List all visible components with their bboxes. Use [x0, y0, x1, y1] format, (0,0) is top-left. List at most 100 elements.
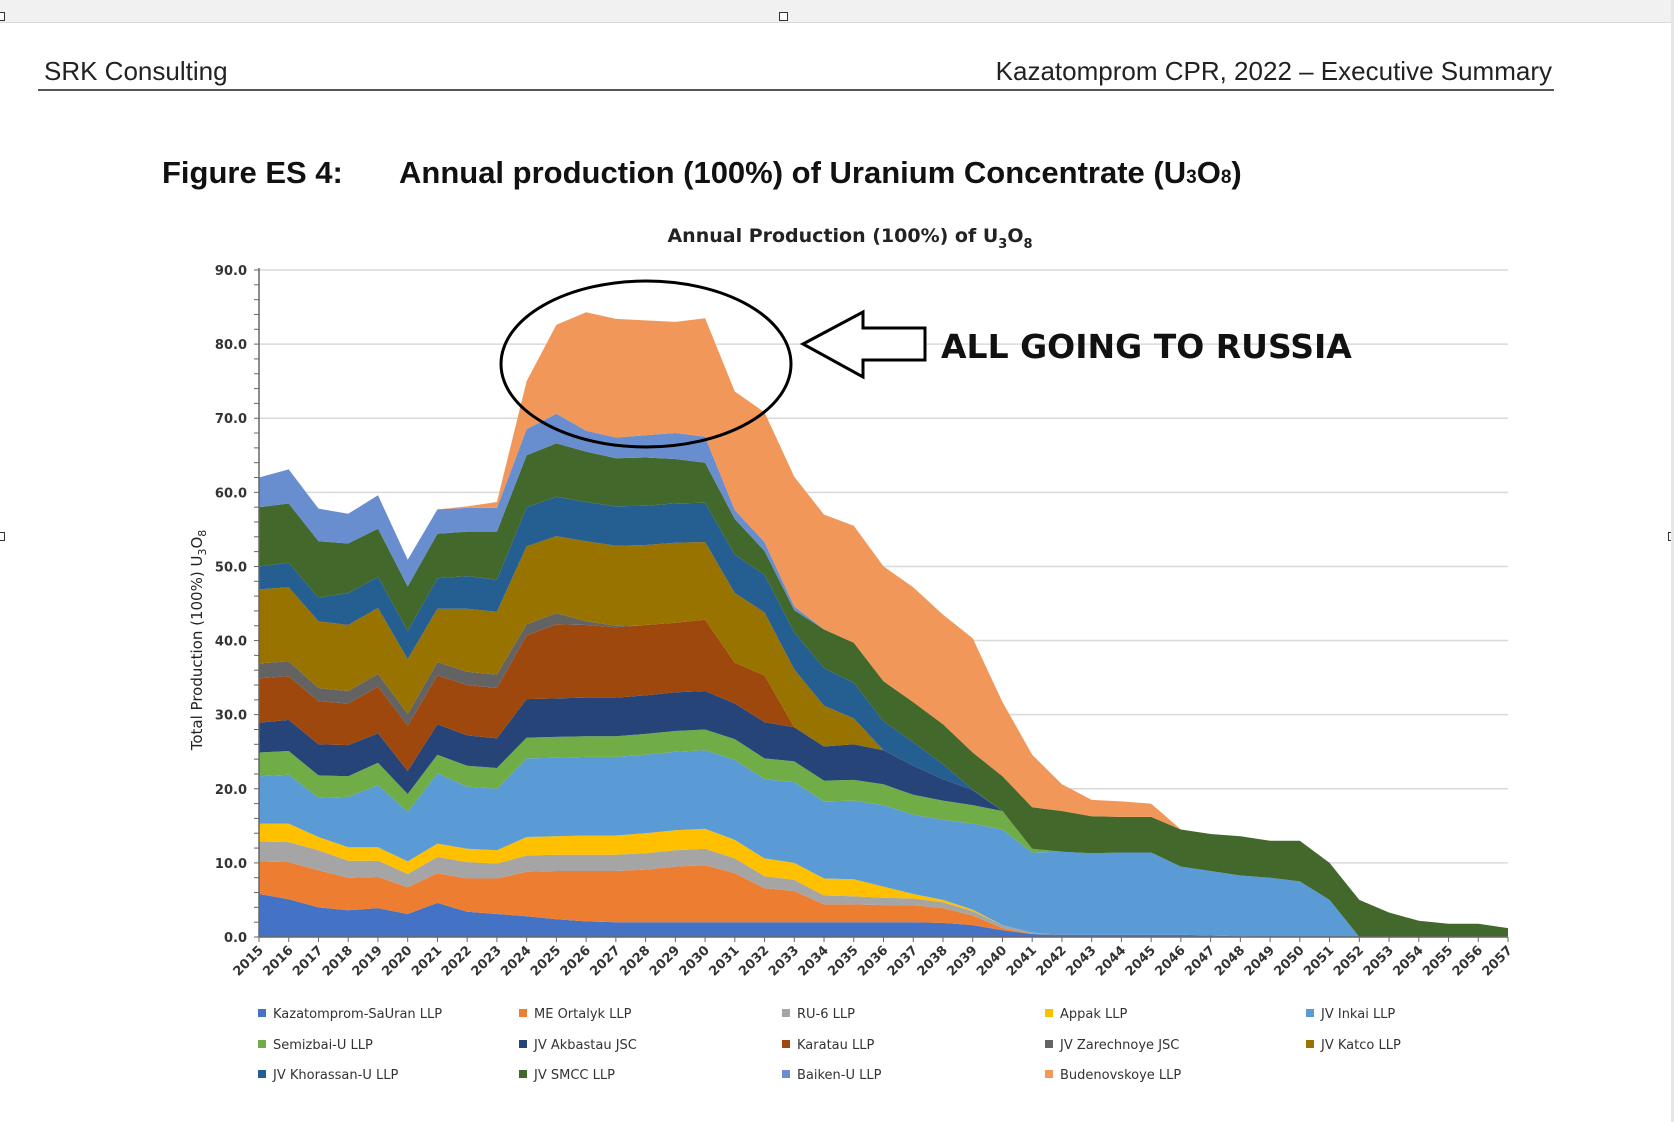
x-tick-label: 2030: [677, 943, 713, 979]
y-axis-label: Total Production (100%) U3O8: [188, 530, 209, 752]
x-tick-label: 2023: [469, 943, 505, 979]
legend-swatch: [782, 1040, 790, 1048]
y-tick-label: 10.0: [215, 857, 247, 872]
x-tick-label: 2050: [1271, 943, 1307, 979]
x-tick-label: 2049: [1242, 943, 1278, 979]
stacked-areas: [259, 312, 1508, 937]
figure-caption: Annual production (100%) of Uranium Conc…: [399, 155, 1242, 190]
legend-label: Kazatomprom-SaUran LLP: [273, 1007, 442, 1022]
x-tick-label: 2017: [290, 943, 326, 979]
x-tick-label: 2019: [350, 943, 386, 979]
area-ru-6-llp: [259, 841, 1508, 937]
legend-swatch: [519, 1070, 527, 1078]
x-tick-label: 2036: [855, 943, 891, 979]
legend-label: JV Inkai LLP: [1320, 1007, 1395, 1022]
legend-item-jv-inkai-llp: JV Inkai LLP: [1306, 1007, 1395, 1022]
area-jv-smcc-llp: [259, 443, 1508, 937]
legend-swatch: [258, 1070, 266, 1078]
x-tick-label: 2048: [1212, 943, 1248, 979]
legend-item-appak-llp: Appak LLP: [1045, 1007, 1128, 1022]
legend-item-jv-smcc-llp: JV SMCC LLP: [519, 1068, 615, 1083]
x-tick-label: 2031: [706, 943, 742, 979]
legend-swatch: [1045, 1009, 1053, 1017]
area-jv-inkai-llp: [259, 750, 1508, 937]
selection-bar: [0, 0, 1674, 23]
legend-item-baiken-u-llp: Baiken-U LLP: [782, 1068, 882, 1083]
legend-item-jv-katco-llp: JV Katco LLP: [1306, 1038, 1401, 1053]
legend-label: JV SMCC LLP: [533, 1068, 615, 1083]
legend-swatch: [1045, 1040, 1053, 1048]
resize-handle-middle-left[interactable]: [0, 532, 5, 541]
x-tick-label: 2025: [528, 943, 564, 979]
legend-label: JV Khorassan-U LLP: [272, 1068, 398, 1083]
x-tick-label: 2022: [439, 943, 475, 979]
area-appak-llp: [259, 823, 1508, 937]
area-kazatomprom-sauran-llp: [259, 894, 1508, 937]
x-tick-label: 2037: [885, 943, 921, 979]
legend-label: RU-6 LLP: [797, 1007, 855, 1022]
x-tick-label: 2024: [498, 943, 534, 979]
x-tick-label: 2055: [1420, 943, 1456, 979]
legend-item-kazatomprom-sauran-llp: Kazatomprom-SaUran LLP: [258, 1007, 442, 1022]
highlight-ellipse: [499, 279, 793, 449]
legend-swatch: [258, 1040, 266, 1048]
figure-label: Figure ES 4:: [162, 155, 343, 190]
x-tick-label: 2027: [587, 943, 623, 979]
x-tick-label: 2045: [1123, 943, 1159, 979]
legend: Kazatomprom-SaUran LLP ME Ortalyk LLP RU-6…: [258, 1007, 1401, 1083]
legend-item-budenovskoye-llp: Budenovskoye LLP: [1045, 1068, 1181, 1083]
y-tick-label: 60.0: [215, 486, 247, 501]
x-tick-label: 2042: [1034, 943, 1070, 979]
x-tick-label: 2015: [231, 943, 267, 979]
y-tick-label: 30.0: [215, 709, 247, 724]
legend-swatch: [1045, 1070, 1053, 1078]
legend-label: ME Ortalyk LLP: [534, 1007, 632, 1022]
figure-title: Figure ES 4: Annual production (100%) of …: [162, 155, 1242, 191]
x-tick-label: 2054: [1390, 943, 1426, 979]
page-edge: [1671, 0, 1674, 1122]
x-tick-label: 2033: [766, 943, 802, 979]
legend-label: Karatau LLP: [797, 1038, 874, 1053]
x-tick-label: 2029: [647, 943, 683, 979]
legend-item-me-ortalyk-llp: ME Ortalyk LLP: [519, 1007, 632, 1022]
header-report-title: Kazatomprom CPR, 2022 – Executive Summar…: [995, 56, 1552, 86]
legend-label: Budenovskoye LLP: [1060, 1068, 1181, 1083]
x-tick-label: 2046: [1153, 943, 1189, 979]
legend-swatch: [519, 1040, 527, 1048]
legend-item-jv-zarechnoye-jsc: JV Zarechnoye JSC: [1045, 1038, 1179, 1053]
legend-label: Baiken-U LLP: [797, 1068, 882, 1083]
legend-label: JV Zarechnoye JSC: [1059, 1038, 1179, 1053]
x-tick-label: 2039: [944, 943, 980, 979]
x-tick-label: 2032: [736, 943, 772, 979]
x-tick-label: 2040: [974, 943, 1010, 979]
y-tick-label: 0.0: [224, 931, 247, 946]
resize-handle-top-left[interactable]: [0, 12, 5, 21]
x-tick-label: 2018: [320, 943, 356, 979]
x-tick-label: 2043: [1063, 943, 1099, 979]
legend-swatch: [1306, 1009, 1314, 1017]
header-company: SRK Consulting: [44, 56, 228, 86]
chart-title: Annual Production (100%) of U3O8: [667, 225, 1032, 252]
y-tick-label: 70.0: [215, 412, 247, 427]
x-tick-label: 2028: [617, 943, 653, 979]
x-tick-label: 2035: [825, 943, 861, 979]
annotation-text: ALL GOING TO RUSSIA: [941, 327, 1352, 366]
y-tick-label: 20.0: [215, 783, 247, 798]
x-tick-label: 2052: [1331, 943, 1367, 979]
x-tick-label: 2020: [379, 943, 415, 979]
x-tick-label: 2021: [409, 943, 445, 979]
x-tick-label: 2056: [1450, 943, 1486, 979]
legend-item-jv-khorassan-u-llp: JV Khorassan-U LLP: [258, 1068, 398, 1083]
annotation: ALL GOING TO RUSSIA: [499, 279, 1352, 449]
area-budenovskoye-llp: [259, 312, 1508, 929]
resize-handle-top-center[interactable]: [779, 12, 788, 21]
legend-swatch: [782, 1009, 790, 1017]
x-tick-label: 2038: [915, 943, 951, 979]
x-tick-label: 2051: [1301, 943, 1337, 979]
annotation-arrow-icon: [799, 309, 927, 380]
legend-label: Semizbai-U LLP: [273, 1038, 373, 1053]
y-tick-label: 80.0: [215, 338, 247, 353]
legend-swatch: [1306, 1040, 1314, 1048]
legend-swatch: [258, 1009, 266, 1017]
